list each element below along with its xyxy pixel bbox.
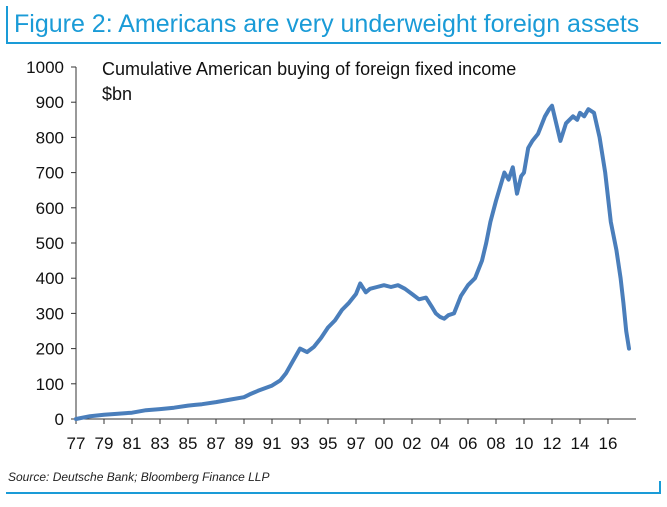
source-note: Source: Deutsche Bank; Bloomberg Finance… (8, 470, 270, 484)
chart-subtitle: $bn (102, 84, 132, 104)
x-tick-label: 85 (179, 434, 198, 453)
y-tick-label: 800 (36, 128, 64, 147)
y-tick-label: 100 (36, 375, 64, 394)
x-tick-label: 00 (375, 434, 394, 453)
x-tick-label: 10 (515, 434, 534, 453)
x-tick-label: 97 (347, 434, 366, 453)
y-tick-label: 700 (36, 164, 64, 183)
y-tick-label: 600 (36, 199, 64, 218)
y-tick-label: 1000 (26, 58, 64, 77)
x-axis: 77 79 81 83 85 87 89 91 93 95 97 00 02 04 06 08 10 12 14 16 (67, 419, 618, 453)
x-tick-label: 77 (67, 434, 86, 453)
x-tick-label: 95 (319, 434, 338, 453)
x-tick-label: 04 (431, 434, 450, 453)
bottom-rule (6, 492, 661, 494)
title-rule (6, 42, 661, 44)
series-line (74, 103, 631, 421)
x-tick-label: 81 (123, 434, 142, 453)
y-tick-label: 300 (36, 304, 64, 323)
x-tick-label: 14 (571, 434, 590, 453)
y-tick-label: 500 (36, 234, 64, 253)
x-tick-label: 16 (599, 434, 618, 453)
y-tick-label: 400 (36, 269, 64, 288)
x-tick-label: 06 (459, 434, 478, 453)
x-tick-label: 93 (291, 434, 310, 453)
y-tick-label: 900 (36, 93, 64, 112)
bottom-corner-tick (659, 481, 661, 494)
chart-svg: Cumulative American buying of foreign fi… (26, 58, 636, 453)
figure-title: Figure 2: Americans are very underweight… (6, 6, 661, 42)
x-tick-label: 02 (403, 434, 422, 453)
y-axis: 0 100 200 300 400 500 600 700 800 900 1000 (26, 58, 77, 429)
x-tick-label: 12 (543, 434, 562, 453)
x-tick-label: 79 (95, 434, 114, 453)
x-tick-label: 87 (207, 434, 226, 453)
x-tick-label: 83 (151, 434, 170, 453)
x-tick-label: 89 (235, 434, 254, 453)
chart: Cumulative American buying of foreign fi… (0, 44, 667, 462)
x-tick-label: 91 (263, 434, 282, 453)
y-tick-label: 0 (55, 410, 64, 429)
x-tick-label: 08 (487, 434, 506, 453)
y-tick-label: 200 (36, 340, 64, 359)
chart-title: Cumulative American buying of foreign fi… (102, 59, 516, 79)
